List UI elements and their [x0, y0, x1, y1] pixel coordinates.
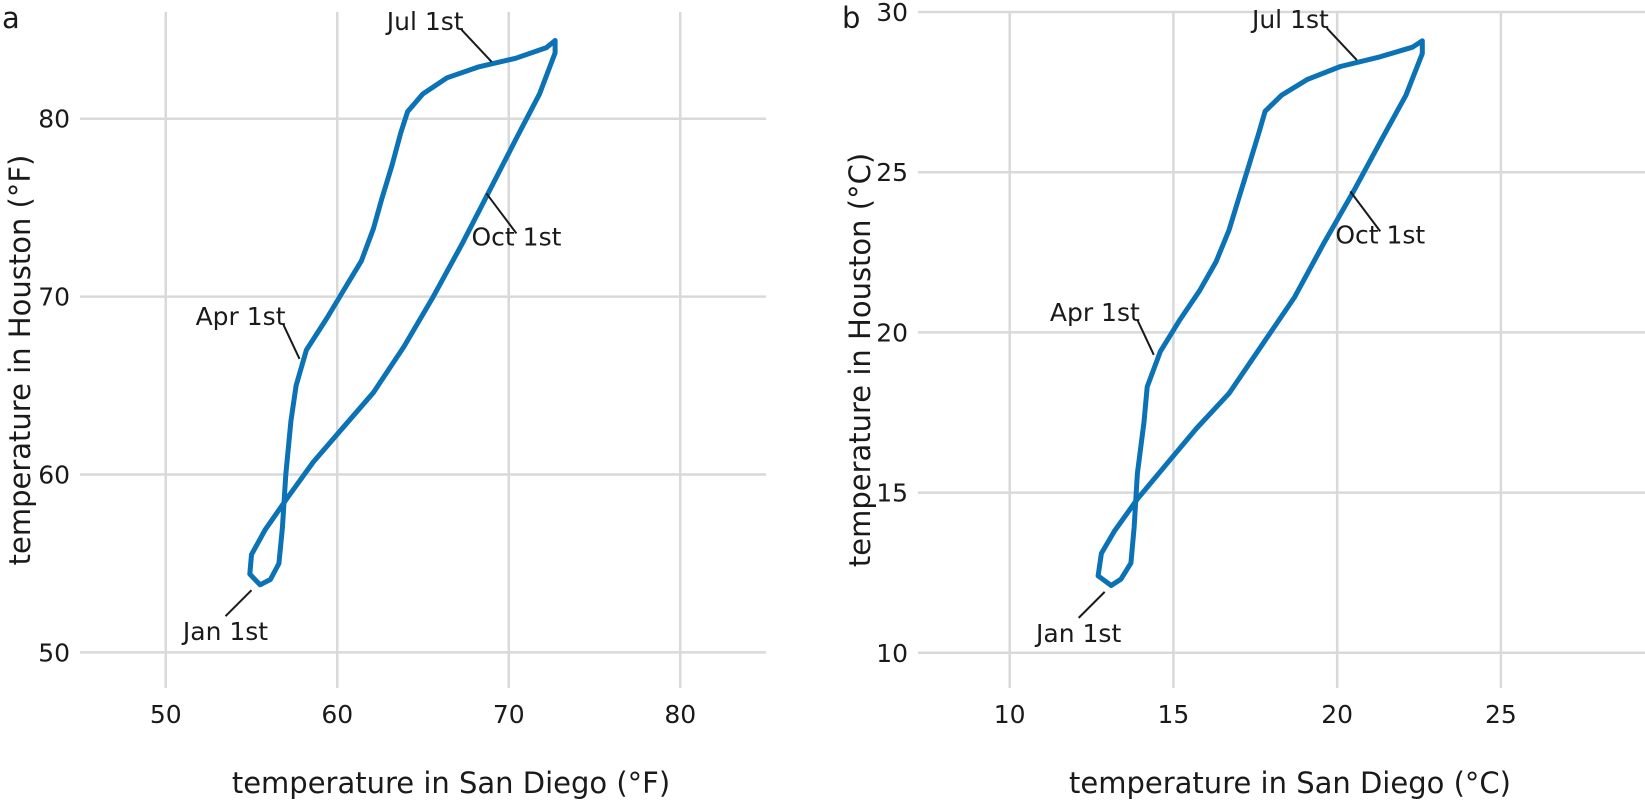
panel-a-temperature-loop-line	[247, 38, 558, 588]
panel-a-x-tick-label: 70	[493, 700, 525, 729]
panel-a-x-tick-label: 60	[321, 700, 353, 729]
panel-b-annotations: Jul 1st Apr 1st Oct 1st Jan 1st	[1034, 5, 1425, 648]
panel-b-y-tick-label: 10	[876, 639, 908, 668]
panel-b-x-axis-title: temperature in San Diego (°C)	[1069, 766, 1511, 800]
panel-b-annotation-leader	[1349, 190, 1382, 233]
panel-b-temperature-loop-line	[1095, 38, 1425, 588]
panel-b-grid	[918, 10, 1645, 688]
panel-b-y-tick-label: 30	[876, 0, 908, 27]
panel-b-tag: b	[842, 1, 860, 35]
panel-b-y-tick-label: 25	[876, 158, 908, 187]
panel-b-x-tick-label: 20	[1321, 700, 1353, 729]
panel-a-y-tick-label: 80	[38, 105, 70, 134]
panel-a-annotation-leader	[282, 324, 301, 360]
panel-a-annotations: Jul 1st Apr 1st Oct 1st Jan 1st	[181, 7, 562, 646]
panel-a-plot: Jul 1st Apr 1st Oct 1st Jan 1st 50 60 70 80 50 6…	[2, 1, 766, 800]
panel-b-annotation-label: Oct 1st	[1335, 220, 1425, 249]
panel-b-annotation-label: Jul 1st	[1250, 5, 1329, 34]
panel-b-annotation-label: Jan 1st	[1034, 619, 1121, 648]
panel-a-y-tick-label: 70	[38, 283, 70, 312]
panel-a-y-axis-title: temperature in Houston (°F)	[3, 155, 37, 566]
panel-b-tick-labels: 10 15 20 25 10 15 20 25 30	[876, 0, 1517, 729]
panel-a-annotation-leader	[485, 192, 518, 235]
panel-b-annotation-label: Apr 1st	[1050, 298, 1140, 327]
panel-b-annotation-leader	[1326, 27, 1358, 61]
panel-a-y-tick-label: 50	[38, 638, 70, 667]
panel-a-x-tick-label: 50	[150, 700, 182, 729]
panel-b-annotation-leader	[1077, 591, 1106, 619]
panel-a-annotation-label: Jul 1st	[385, 7, 464, 36]
panel-a-tag: a	[2, 1, 20, 35]
panel-b-y-tick-label: 20	[876, 318, 908, 347]
panel-a-annotation-label: Apr 1st	[196, 302, 286, 331]
panel-b-y-tick-label: 15	[876, 479, 908, 508]
panel-b-x-tick-label: 15	[1158, 700, 1190, 729]
panel-a-grid	[80, 12, 766, 688]
panel-a-x-tick-label: 80	[664, 700, 696, 729]
panel-a-y-tick-label: 60	[38, 461, 70, 490]
panel-a-annotation-leader	[460, 29, 493, 63]
panel-b-x-tick-label: 25	[1485, 700, 1517, 729]
panel-a-tick-labels: 50 60 70 80 50 60 70 80	[38, 105, 696, 729]
panel-a-annotation-leader	[224, 589, 253, 617]
panel-a-annotation-label: Oct 1st	[472, 222, 562, 251]
panel-a-series	[247, 38, 558, 588]
panel-a-x-axis-title: temperature in San Diego (°F)	[232, 766, 670, 800]
panel-a-annotation-label: Jan 1st	[181, 617, 268, 646]
panel-b-x-tick-label: 10	[994, 700, 1026, 729]
panel-b-series	[1095, 38, 1425, 588]
panel-b-y-axis-title: temperature in Houston (°C)	[843, 153, 877, 567]
panel-b-annotation-leader	[1136, 320, 1155, 356]
